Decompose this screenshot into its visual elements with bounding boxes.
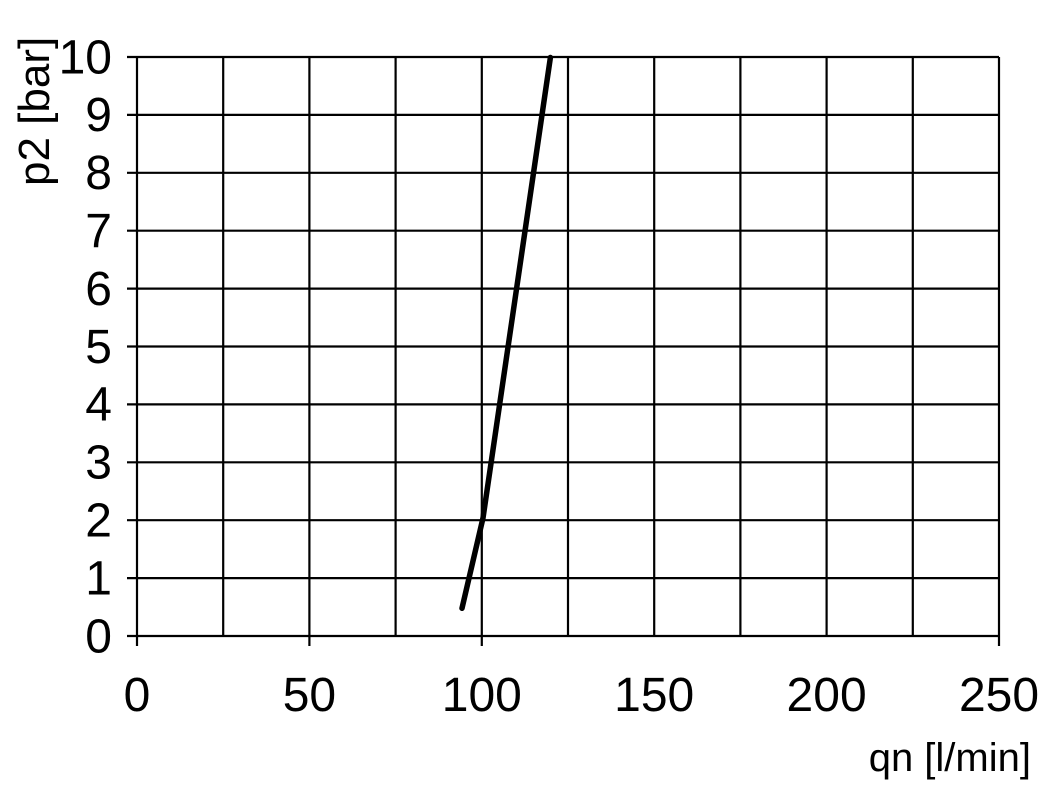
svg-text:0: 0 xyxy=(85,610,112,663)
svg-text:9: 9 xyxy=(85,89,112,142)
svg-text:8: 8 xyxy=(85,147,112,200)
svg-text:150: 150 xyxy=(614,669,694,722)
svg-text:1: 1 xyxy=(85,552,112,605)
svg-text:4: 4 xyxy=(85,379,112,432)
svg-text:3: 3 xyxy=(85,437,112,490)
svg-text:10: 10 xyxy=(59,31,112,84)
svg-text:0: 0 xyxy=(124,669,151,722)
svg-text:p2 [bar]: p2 [bar] xyxy=(10,37,59,186)
svg-text:250: 250 xyxy=(959,669,1039,722)
svg-text:6: 6 xyxy=(85,263,112,316)
svg-text:100: 100 xyxy=(442,669,522,722)
svg-text:200: 200 xyxy=(787,669,867,722)
svg-text:50: 50 xyxy=(283,669,336,722)
svg-text:7: 7 xyxy=(85,205,112,258)
svg-text:2: 2 xyxy=(85,495,112,548)
svg-text:5: 5 xyxy=(85,321,112,374)
svg-text:qn [l/min]: qn [l/min] xyxy=(869,736,1031,780)
